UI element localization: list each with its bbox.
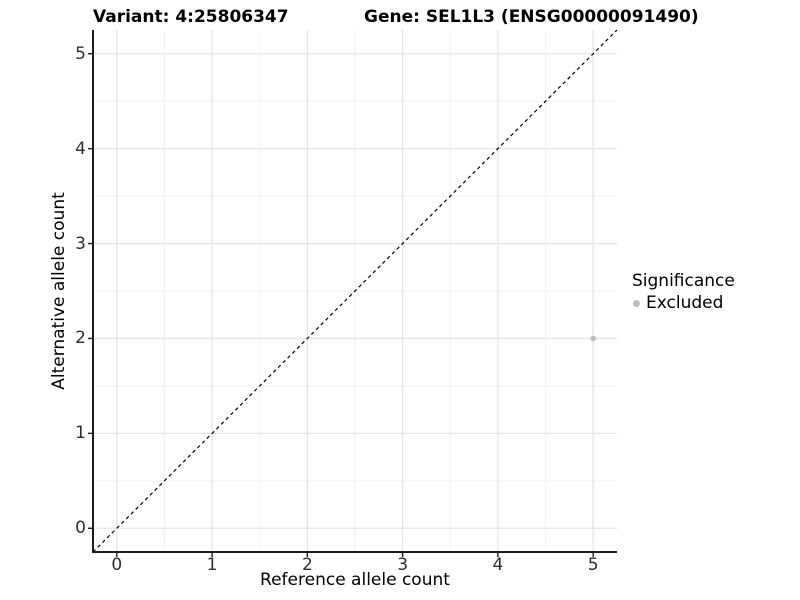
legend: Significance Excluded: [631, 270, 791, 314]
x-tick-label: 3: [397, 555, 409, 575]
grid-minor: [93, 30, 617, 552]
legend-item-excluded: Excluded: [631, 292, 791, 314]
variant-title: Variant: 4:25806347: [93, 7, 289, 27]
x-tick-label: 2: [301, 555, 313, 575]
x-tick-label: 5: [587, 555, 599, 575]
legend-item-label: Excluded: [646, 293, 724, 313]
grid-major: [93, 30, 617, 552]
data-point: [590, 335, 596, 342]
x-axis-title: Reference allele count: [260, 570, 450, 590]
y-tick-label: 2: [75, 328, 86, 349]
x-tick-label: 1: [206, 555, 218, 575]
y-tick-label: 0: [75, 518, 86, 539]
y-tick-label: 5: [75, 43, 86, 64]
x-tick-label: 0: [111, 555, 123, 575]
y-tick-label: 4: [75, 138, 86, 159]
axis-tick-marks: [88, 53, 594, 557]
x-tick-label: 4: [492, 555, 504, 575]
legend-title: Significance: [632, 271, 735, 291]
gene-title: Gene: SEL1L3 (ENSG00000091490): [364, 7, 699, 27]
y-axis-title: Alternative allele count: [49, 192, 69, 390]
y-tick-label: 3: [75, 233, 86, 254]
excluded-point-icon: [633, 299, 640, 307]
y-tick-label: 1: [75, 423, 86, 444]
identity-line: [92, 29, 618, 553]
